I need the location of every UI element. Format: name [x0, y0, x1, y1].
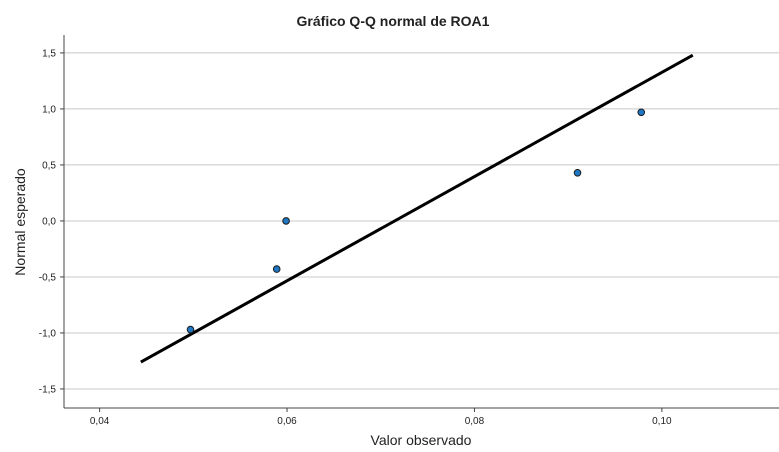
y-ticks: 1,5 1,0 0,5 0,0 -0,5 -1,0 -1,5 — [39, 48, 64, 395]
data-point — [282, 217, 290, 225]
y-tick-label: -1,0 — [39, 328, 57, 339]
chart-title: Gráfico Q-Q normal de ROA1 — [297, 13, 490, 29]
y-tick-label: 1,5 — [42, 48, 56, 59]
x-tick-label: 0,06 — [277, 416, 297, 427]
grid-lines — [64, 52, 779, 390]
reference-line — [140, 53, 694, 364]
data-point — [637, 108, 646, 117]
x-tick-label: 0,04 — [90, 416, 110, 427]
y-tick-label: 0,0 — [42, 216, 56, 227]
data-point — [573, 168, 582, 177]
y-axis-label: Normal esperado — [12, 168, 28, 276]
y-tick-label: 0,5 — [42, 160, 56, 171]
x-tick-label: 0,08 — [465, 416, 485, 427]
y-tick-label: -0,5 — [39, 272, 57, 283]
y-tick-label: 1,0 — [42, 104, 56, 115]
x-tick-label: 0,10 — [652, 416, 672, 427]
y-tick-label: -1,5 — [39, 384, 57, 395]
data-point — [272, 265, 281, 273]
x-axis-label: Valor observado — [371, 432, 472, 448]
data-point — [186, 325, 195, 334]
x-ticks: 0,04 0,06 0,08 0,10 — [90, 408, 672, 427]
reference-line-group — [140, 53, 694, 364]
data-points — [186, 108, 646, 334]
